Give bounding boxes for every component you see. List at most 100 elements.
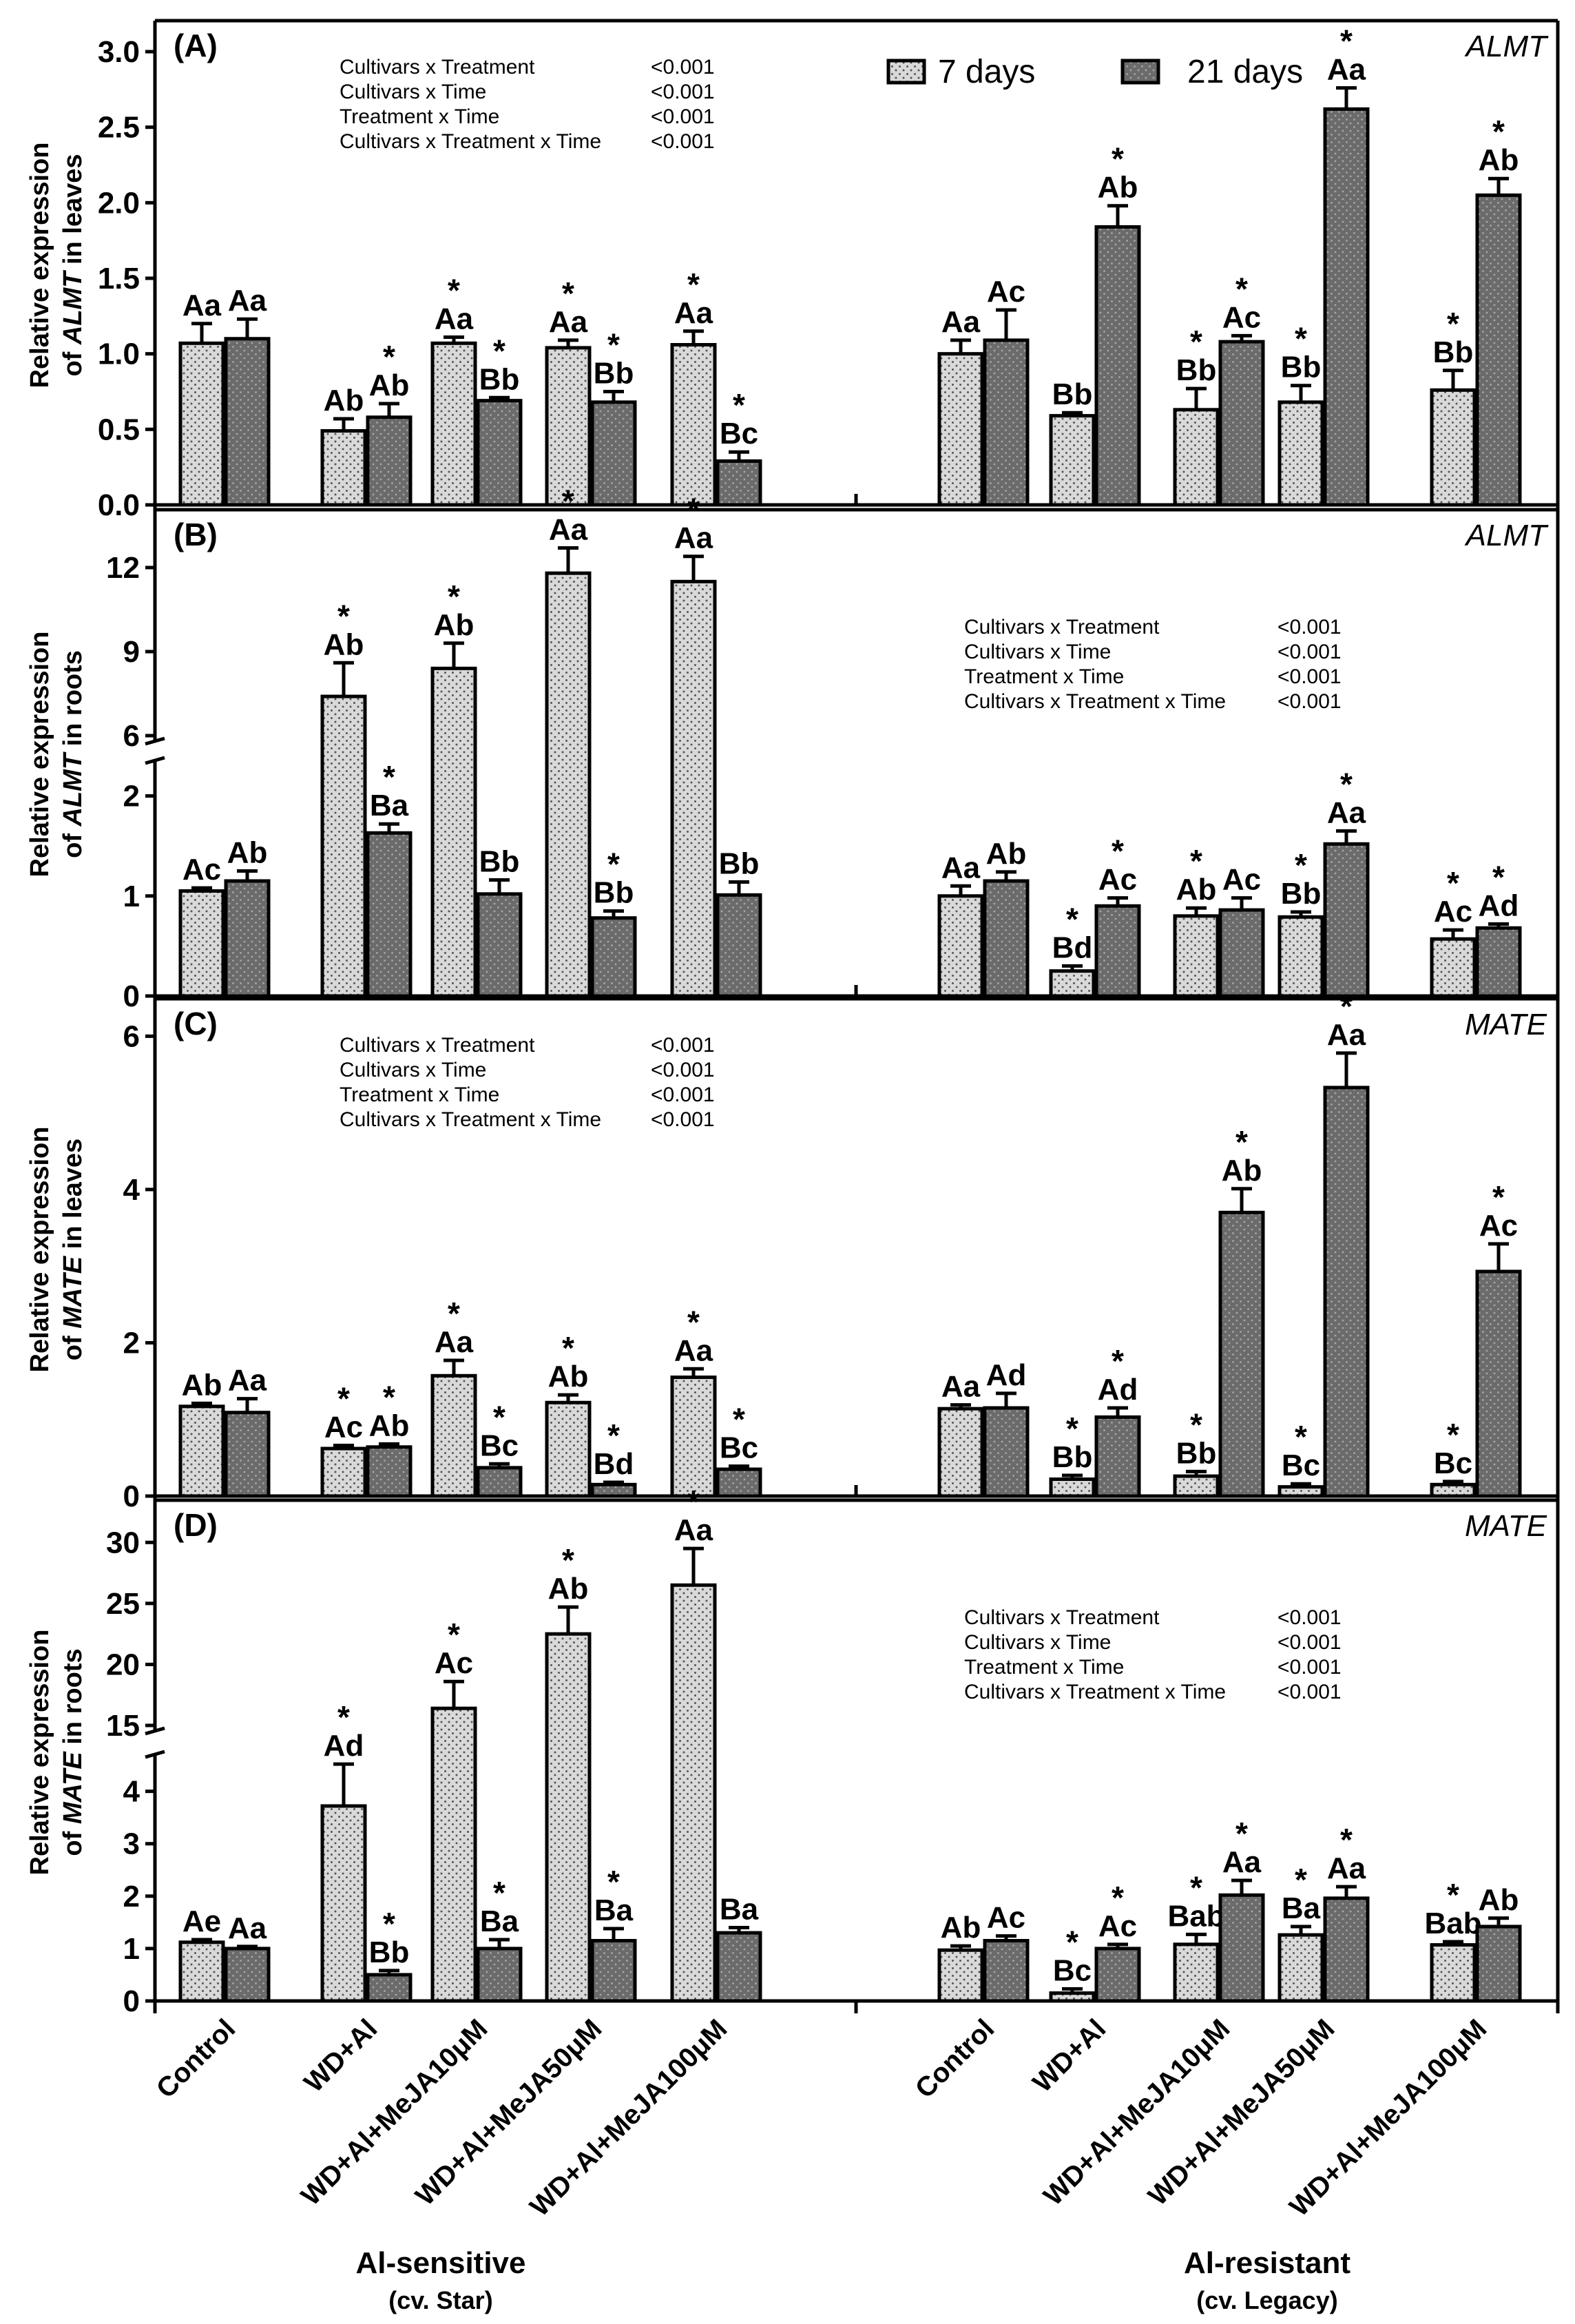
y-tick-label: 0 [123,1480,140,1513]
data-label: Bb [1052,377,1093,411]
significance-star: * [1492,859,1505,895]
bar-7d-3 [430,1706,477,2003]
y-tick-label: 6 [123,719,140,753]
bar-21d-6 [983,338,1030,507]
significance-star: * [562,484,574,519]
data-label: Ab [182,1368,222,1402]
y-tick-label: 2 [123,1880,140,1913]
y-axis-label: Relative expression of MATE in leaves [25,1127,87,1373]
bar-7d-9 [1277,1933,1324,2003]
y-tick-label: 20 [106,1648,140,1681]
data-label: Ad [1479,889,1519,922]
significance-star: * [1340,23,1353,59]
bar-7d-7 [1049,1477,1096,1498]
data-label: Aa [435,1325,474,1359]
significance-star: * [1112,141,1124,177]
significance-star: * [1112,1880,1124,1916]
y-axis-label-line1: Relative expression [25,1127,54,1373]
stats-label: Cultivars x Treatment x Time [340,1108,601,1131]
stats-p-value: <0.001 [1277,1606,1342,1629]
bar-21d-2 [366,831,413,998]
data-label: Bab [1424,1907,1481,1940]
bar-7d-2 [320,1446,367,1498]
data-label: Ab [324,627,364,661]
y-tick-label: 1.5 [98,262,140,295]
data-label: Ad [1098,1373,1138,1407]
bar-21d-10 [1475,193,1522,507]
data-label: Ab [324,384,364,417]
y-tick-label: 30 [106,1526,140,1559]
panel-letter: (C) [174,1006,218,1041]
bar-21d-9 [1323,1086,1370,1498]
stats-label: Cultivars x Time [964,1631,1111,1654]
data-label: Aa [941,851,981,884]
bar-7d-3 [430,1373,477,1498]
data-label: Ac [1098,1909,1137,1943]
data-label: Bb [719,847,760,880]
data-label: Ab [369,369,410,402]
bar-7d-9 [1277,915,1324,998]
significance-star: * [1447,865,1459,901]
stats-p-value: <0.001 [651,1059,715,1081]
y-axis-label: Relative expression of ALMT in roots [25,632,87,878]
data-label: Ac [324,1411,363,1444]
bar-21d-1 [224,337,271,507]
data-label: Aa [1327,1018,1366,1052]
bar-21d-4 [590,916,637,998]
significance-star: * [337,598,350,634]
y-tick-label: 25 [106,1587,140,1621]
bar-21d-8 [1218,1210,1265,1498]
data-label: Aa [1327,796,1366,829]
bar-7d-10 [1430,1482,1477,1498]
gene-label: MATE [1465,1509,1547,1543]
significance-star: * [1112,1343,1124,1379]
bar-7d-2 [320,1804,367,2003]
significance-star: * [337,1699,350,1735]
significance-star: * [1447,306,1459,342]
bar-7d-8 [1173,1942,1220,2003]
y-axis-label-line1: Relative expression [25,143,54,388]
y-axis-label-line2: of MATE in leaves [59,1139,87,1360]
data-label: Bb [594,876,634,910]
bar-21d-3 [476,1947,523,2003]
data-label: Bb [1281,351,1322,384]
data-label: Ae [182,1905,221,1938]
significance-star: * [1235,1816,1248,1851]
data-label: Ac [435,1646,473,1680]
bar-21d-3 [476,1466,523,1498]
significance-star: * [493,1875,505,1911]
bar-7d-5 [670,1583,717,2003]
group-title-resistant: Al-resistant [1184,2246,1350,2280]
y-tick-label: 0 [123,979,140,1013]
gene-label: ALMT [1464,519,1549,552]
y-tick-label: 0.0 [98,488,140,522]
significance-star: * [1447,1877,1459,1913]
significance-star: * [383,339,395,375]
significance-star: * [383,1906,395,1942]
axis-break-gap [153,1731,164,1754]
legend-swatch-21-days [1120,59,1160,85]
y-tick-label: 3.0 [98,35,140,69]
bar-21d-6 [983,1406,1030,1498]
y-tick-label: 1 [123,880,140,913]
significance-star: * [1190,324,1202,360]
bar-21d-8 [1218,1893,1265,2003]
stats-label: Cultivars x Treatment x Time [340,130,601,153]
data-label: Aa [228,284,267,318]
bar-7d-10 [1430,1943,1477,2003]
legend: 7 days 21 days [886,54,1303,90]
bar-21d-10 [1475,1924,1522,2003]
data-label: Ac [1222,300,1261,334]
y-tick-label: 0 [123,1984,140,2018]
stats-label: Treatment x Time [964,665,1124,688]
y-tick-label: 1.0 [98,338,140,371]
bar-7d-1 [178,1940,225,2003]
data-label: Aa [549,513,588,547]
y-axis-label-line2: of ALMT in leaves [59,154,87,376]
data-label: Aa [1327,53,1366,87]
data-label: Aa [674,1334,713,1367]
stats-label: Cultivars x Time [340,1059,486,1081]
y-tick-label: 2.5 [98,111,140,145]
